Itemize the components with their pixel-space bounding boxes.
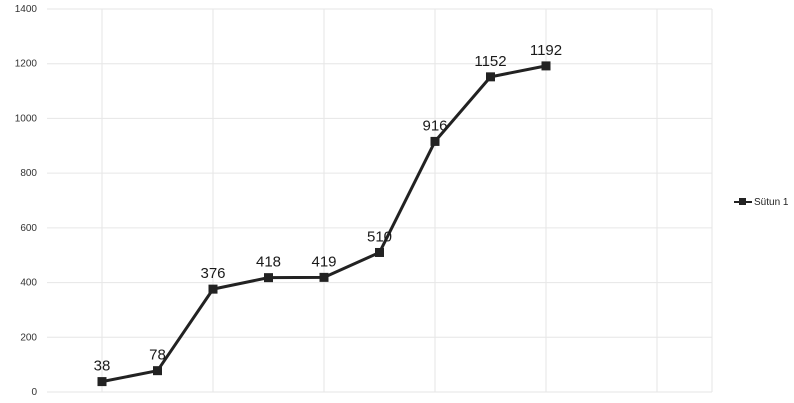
series-group (97, 61, 551, 387)
data-point (153, 366, 162, 376)
data-label: 510 (367, 228, 392, 245)
y-tick-label: 1000 (15, 113, 38, 124)
data-label: 78 (149, 347, 166, 364)
data-label: 1152 (474, 53, 506, 70)
data-label: 419 (311, 253, 336, 270)
y-tick-label: 400 (20, 278, 37, 289)
legend-marker-swatch (739, 198, 746, 205)
data-point (375, 247, 384, 257)
legend: Sütun 1 (734, 197, 789, 208)
y-axis-tick-labels: 0 200 400 600 800 1000 1200 1400 (15, 4, 38, 398)
y-tick-label: 1400 (15, 4, 38, 15)
y-tick-label: 200 (20, 332, 37, 343)
y-tick-label: 0 (31, 387, 37, 398)
data-point (319, 272, 329, 282)
data-point (264, 273, 273, 283)
data-point (208, 284, 218, 294)
legend-label: Sütun 1 (754, 197, 789, 208)
data-label: 916 (422, 117, 447, 134)
data-point (541, 61, 551, 71)
y-tick-label: 600 (20, 223, 37, 234)
data-labels: 38 78 376 418 419 510 916 1152 1192 (94, 42, 562, 375)
grid-lines (47, 8, 713, 393)
data-point (486, 72, 495, 82)
data-label: 376 (200, 265, 225, 282)
data-label: 1192 (530, 42, 562, 59)
data-point (97, 377, 107, 387)
data-point (430, 136, 440, 146)
y-tick-label: 1200 (15, 59, 38, 70)
data-label: 418 (256, 254, 281, 271)
data-label: 38 (94, 358, 111, 375)
y-tick-label: 800 (20, 168, 37, 179)
